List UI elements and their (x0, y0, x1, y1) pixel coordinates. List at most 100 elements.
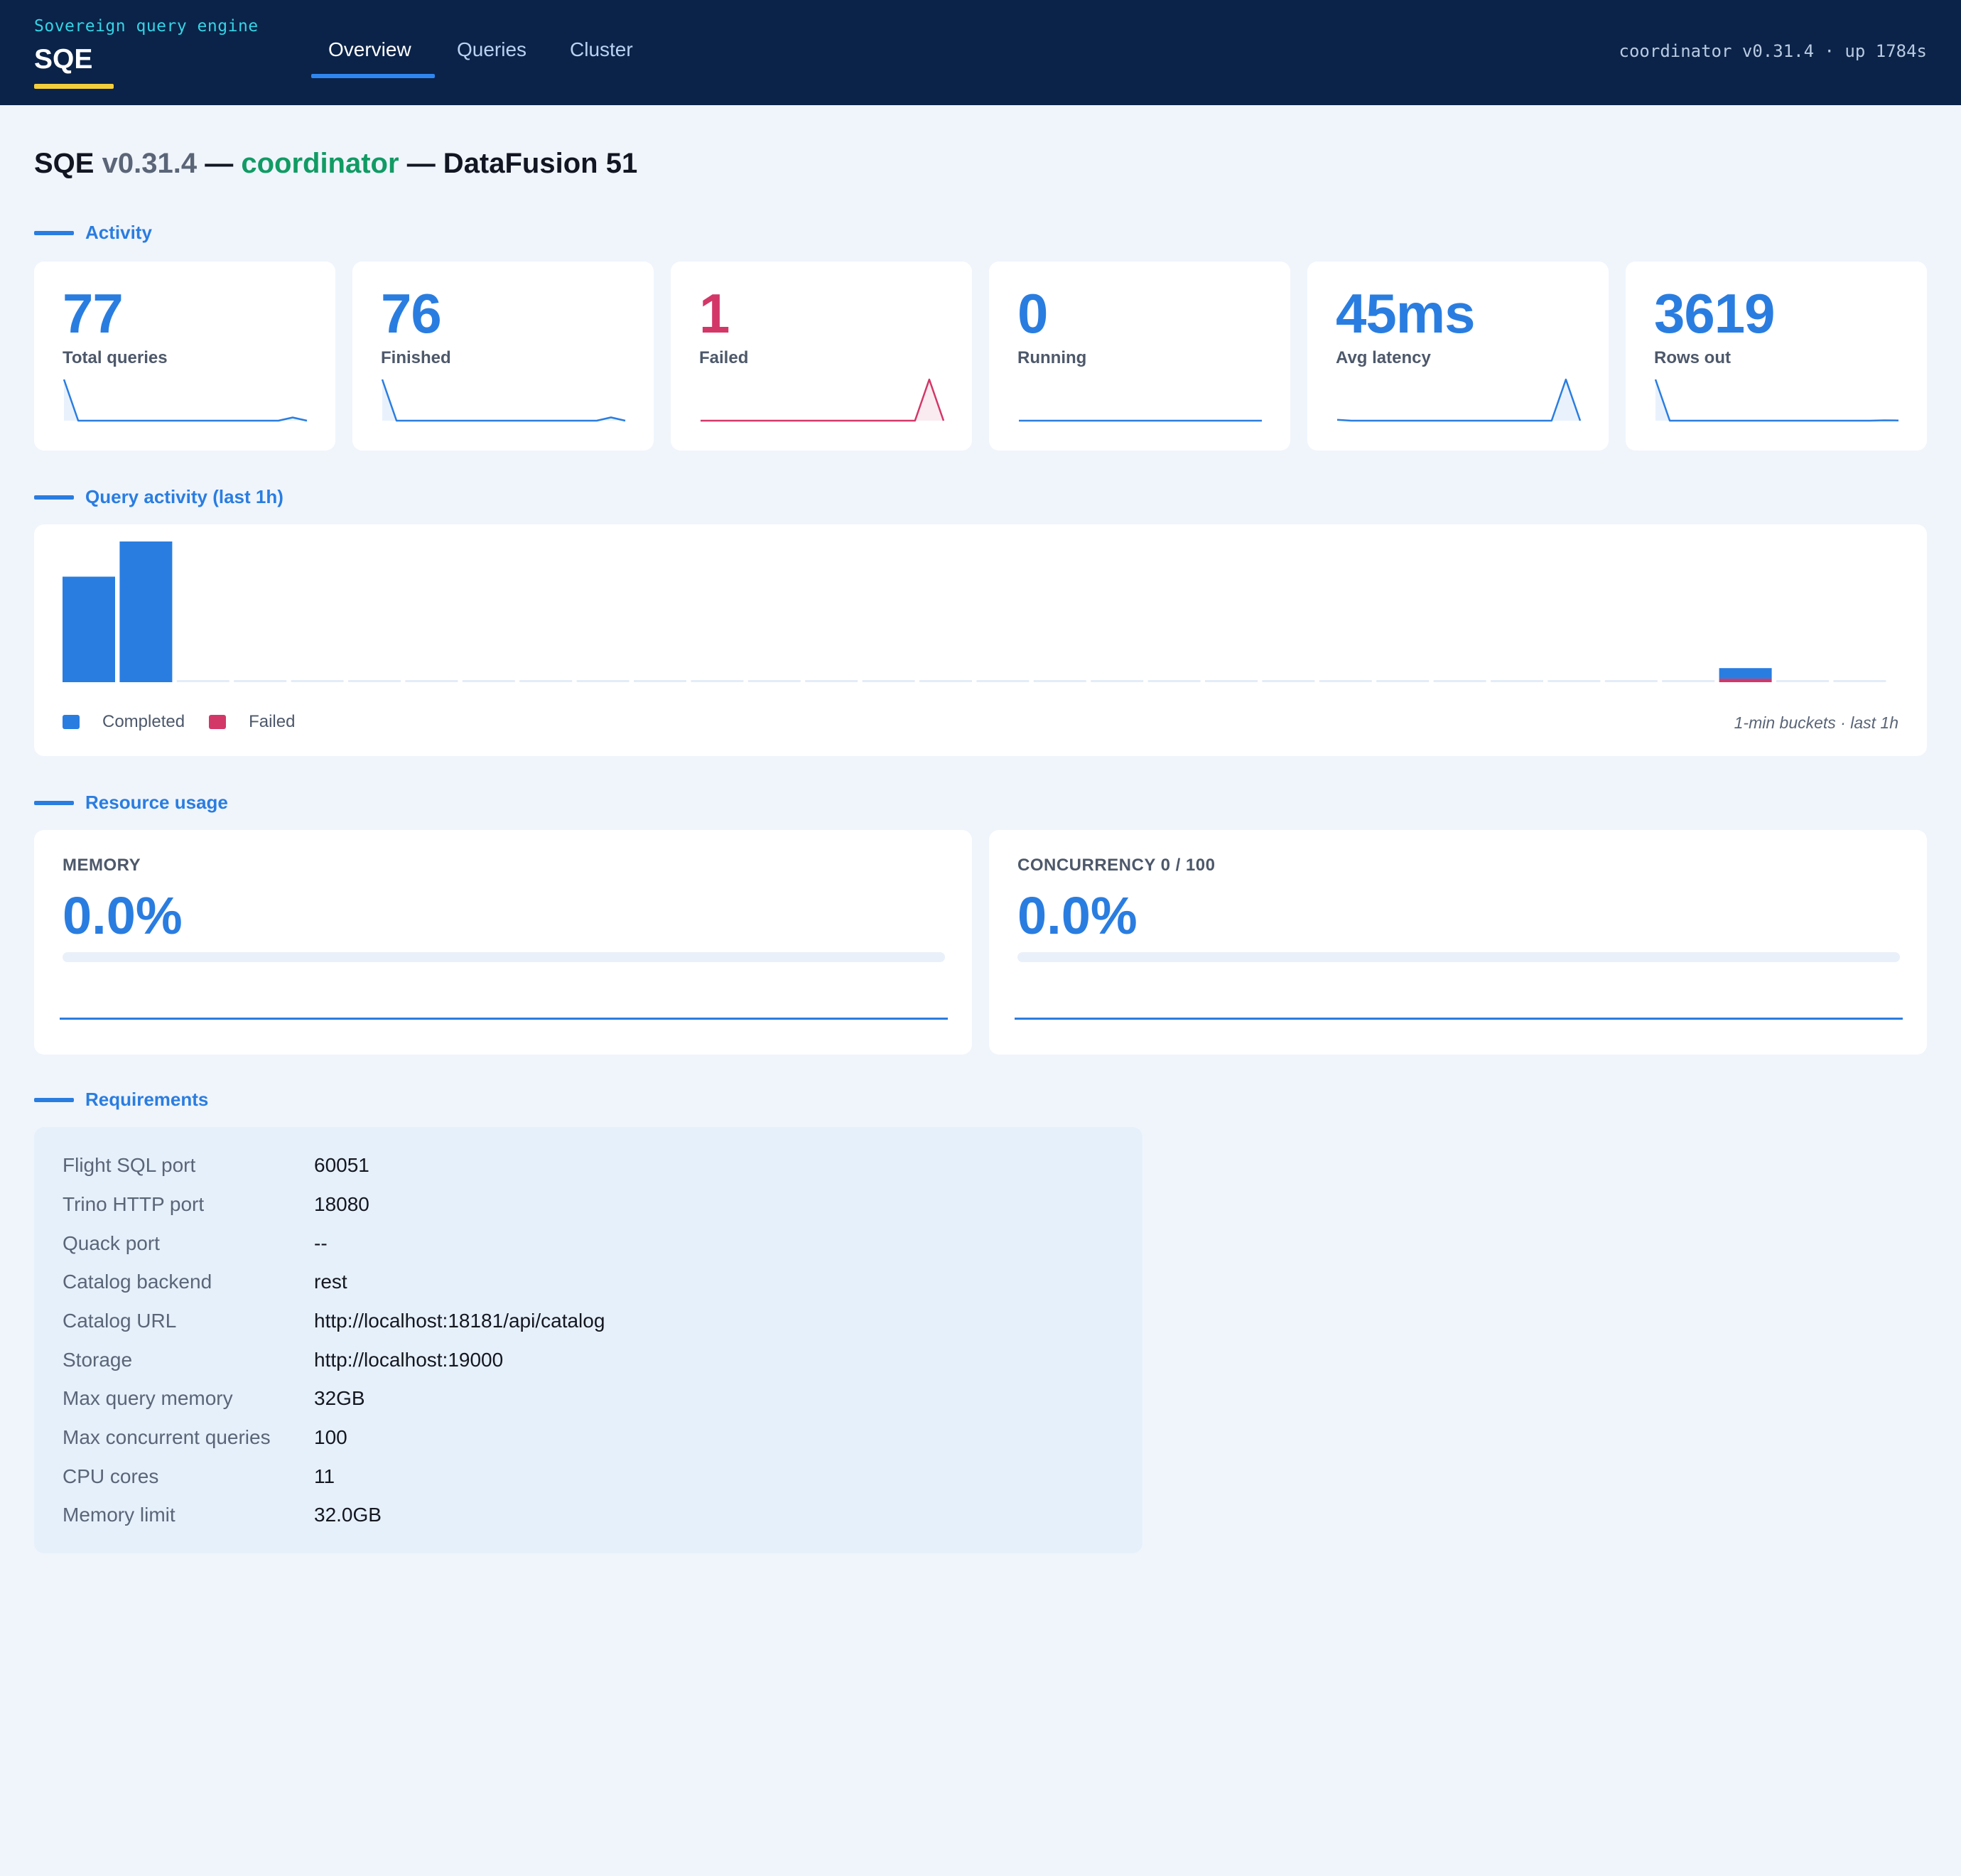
sparkline-line (1654, 379, 1899, 422)
requirement-key: Trino HTTP port (63, 1193, 205, 1215)
requirement-key: Memory limit (63, 1504, 175, 1526)
section-activity: Activity (34, 222, 152, 244)
brand-logo[interactable]: SQE (34, 44, 93, 75)
bar-completed (119, 541, 173, 682)
empty-bucket (576, 680, 630, 682)
empty-bucket (1833, 680, 1886, 682)
requirement-key: CPU cores (63, 1465, 159, 1487)
section-resource-usage-title: Resource usage (85, 792, 228, 813)
stat-label: Finished (381, 348, 451, 367)
empty-bucket (1205, 680, 1258, 682)
sparkline-area (1655, 379, 1898, 421)
coordinator-status: coordinator v0.31.4 · up 1784s (1619, 41, 1927, 61)
requirement-value: 32GB (314, 1387, 365, 1409)
requirement-key: Catalog backend (63, 1271, 212, 1293)
empty-bucket (176, 680, 229, 682)
stat-value: 0 (1017, 282, 1048, 345)
tab-queries[interactable]: Queries (457, 38, 527, 60)
title-dash: — (205, 148, 234, 179)
requirement-row: Flight SQL port 60051 (63, 1151, 369, 1180)
legend-label-completed: Completed (102, 712, 185, 731)
requirement-value: 100 (314, 1426, 347, 1448)
requirement-row: Max concurrent queries 100 (63, 1423, 347, 1452)
empty-bucket (1604, 680, 1658, 682)
empty-bucket (1262, 680, 1315, 682)
stat-label: Rows out (1654, 348, 1731, 367)
requirement-key: Max concurrent queries (63, 1426, 271, 1448)
empty-bucket (1147, 680, 1201, 682)
top-nav-bar: Sovereign query engine SQE Overview Quer… (0, 0, 1961, 105)
empty-bucket (1033, 680, 1086, 682)
empty-bucket (519, 680, 573, 682)
requirement-key: Catalog URL (63, 1310, 177, 1332)
requirement-row: Max query memory 32GB (63, 1384, 365, 1413)
empty-bucket (1091, 680, 1144, 682)
requirement-row: Memory limit 32.0GB (63, 1501, 382, 1529)
section-activity-title: Activity (85, 222, 152, 243)
requirement-key: Storage (63, 1349, 133, 1371)
resource-label: CONCURRENCY 0 / 100 (1017, 856, 1216, 875)
requirement-row: Catalog backend rest (63, 1268, 347, 1296)
empty-bucket (462, 680, 515, 682)
legend-label-failed: Failed (249, 712, 296, 731)
requirement-row: Catalog URL http://localhost:18181/api/c… (63, 1307, 605, 1335)
empty-bucket (919, 680, 972, 682)
resource-history-line (60, 1018, 948, 1020)
resource-value: 0.0% (63, 886, 183, 945)
empty-bucket (976, 680, 1030, 682)
empty-bucket (1662, 680, 1715, 682)
requirement-value[interactable]: http://localhost:19000 (314, 1349, 504, 1371)
requirement-value[interactable]: http://localhost:18181/api/catalog (314, 1310, 605, 1332)
section-marker (34, 800, 74, 805)
requirement-key: Max query memory (63, 1387, 233, 1409)
requirement-row: Quack port -- (63, 1229, 328, 1258)
stat-label: Failed (699, 348, 749, 367)
section-requirements: Requirements (34, 1089, 208, 1111)
sparkline (1654, 379, 1899, 422)
bar-completed (63, 576, 115, 682)
stat-label: Avg latency (1336, 348, 1431, 367)
empty-bucket (1491, 680, 1543, 682)
section-marker (34, 230, 74, 235)
chart-legend: Completed Failed (63, 712, 319, 732)
empty-bucket (862, 680, 915, 682)
brand-subtitle: Sovereign query engine (34, 17, 259, 36)
sparkline-line (381, 379, 626, 422)
requirement-row: Trino HTTP port 18080 (63, 1190, 369, 1219)
tab-cluster[interactable]: Cluster (570, 38, 633, 60)
empty-bucket (634, 680, 686, 682)
active-tab-indicator (311, 74, 435, 78)
title-role: coordinator (241, 148, 399, 179)
title-engine: — DataFusion 51 (406, 148, 638, 179)
resource-label: MEMORY (63, 856, 141, 875)
section-resource-usage: Resource usage (34, 792, 228, 814)
chart-bucket-note: 1-min buckets · last 1h (1734, 713, 1898, 732)
resource-progress-track (1017, 952, 1900, 962)
resource-value: 0.0% (1017, 886, 1138, 945)
section-query-activity-title: Query activity (last 1h) (85, 486, 283, 507)
stat-value: 1 (699, 282, 730, 345)
stat-card-running: 0 Running (989, 262, 1290, 451)
empty-bucket (1547, 680, 1601, 682)
sparkline (701, 378, 945, 422)
resource-card-concurrency: CONCURRENCY 0 / 100 0.0% (989, 830, 1927, 1055)
sparkline-area (382, 379, 625, 421)
empty-bucket (691, 680, 744, 682)
stat-value: 76 (381, 282, 442, 345)
stat-value: 77 (63, 282, 124, 345)
tab-overview[interactable]: Overview (328, 38, 411, 60)
requirements-table: Flight SQL port 60051 Trino HTTP port 18… (34, 1127, 1142, 1553)
stat-card-rows-out: 3619 Rows out (1626, 262, 1927, 451)
requirement-value: 60051 (314, 1154, 369, 1176)
requirement-key: Quack port (63, 1232, 160, 1254)
section-requirements-title: Requirements (85, 1089, 209, 1110)
section-marker (34, 1097, 74, 1102)
empty-bucket (1776, 680, 1829, 682)
requirement-value: rest (314, 1271, 347, 1293)
empty-bucket (1319, 680, 1372, 682)
page-title: SQE v0.31.4 — coordinator — DataFusion 5… (34, 148, 637, 180)
sparkline-area (701, 379, 944, 421)
empty-bucket (1433, 680, 1486, 682)
stat-card-avg-latency: 45ms Avg latency (1307, 262, 1609, 451)
stat-card-total-queries: 77 Total queries (34, 262, 335, 451)
